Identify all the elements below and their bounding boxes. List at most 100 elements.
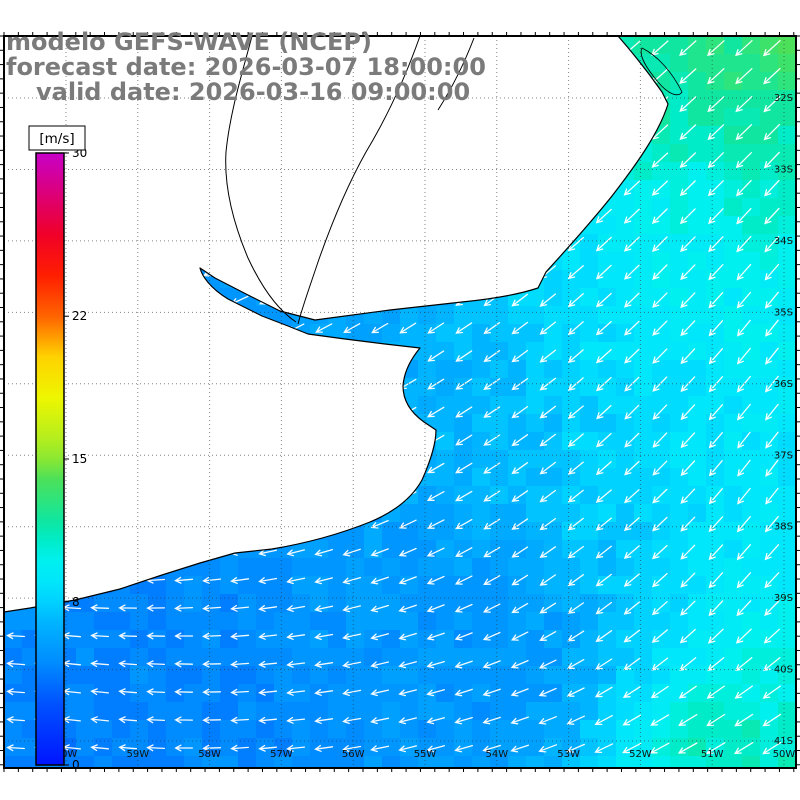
lat-label: 35S (774, 307, 793, 318)
wind-arrow (454, 490, 473, 502)
wind-arrow (679, 180, 696, 197)
wind-arrow (6, 632, 26, 640)
wind-arrow (398, 632, 417, 641)
wind-arrow (595, 208, 612, 224)
wind-arrow (343, 323, 361, 333)
lon-label: 58W (198, 749, 221, 760)
wind-arrow (455, 518, 473, 530)
wind-arrow (708, 292, 724, 309)
latlon-gridlines (4, 36, 796, 768)
wind-arrow (680, 460, 696, 476)
wind-arrow (118, 660, 138, 668)
wind-arrow (511, 546, 529, 558)
wind-arrow (595, 320, 612, 336)
wind-arrow (539, 602, 557, 614)
wind-arrow (763, 151, 780, 169)
wind-arrow (398, 745, 418, 753)
wind-arrow (398, 661, 418, 669)
wind-arrow (735, 124, 753, 141)
wind-arrow (652, 236, 668, 252)
lat-label: 41S (774, 736, 793, 747)
wind-arrow (258, 549, 278, 557)
wind-arrow (651, 544, 668, 560)
wind-arrow (398, 547, 417, 557)
wind-arrow (314, 548, 334, 557)
wind-arrow (426, 632, 445, 641)
wind-arrow (174, 604, 194, 612)
wind-arrow (398, 519, 417, 529)
wind-arrow (286, 744, 306, 752)
wind-arrow (680, 600, 696, 616)
wind-arrow (118, 744, 138, 752)
wind-arrow (623, 545, 640, 559)
wind-arrow (258, 744, 278, 752)
wind-arrow (454, 575, 473, 585)
wind-arrow (174, 716, 194, 724)
wind-arrow (708, 236, 724, 253)
river (225, 35, 297, 323)
wind-arrow (567, 349, 584, 363)
wind-arrow (763, 67, 781, 85)
wind-arrow (230, 577, 250, 584)
wind-arrow (427, 350, 445, 362)
wind-arrow (678, 714, 698, 727)
wind-arrow (595, 517, 612, 531)
wind-arrow (146, 716, 166, 724)
wind-arrow (230, 716, 250, 724)
wind-arrow (567, 293, 584, 308)
lat-label: 37S (774, 450, 793, 461)
wind-arrow (286, 549, 306, 557)
wind-arrow (652, 320, 668, 336)
wind-arrow (286, 577, 306, 585)
wind-arrow (762, 39, 781, 57)
wind-arrow (258, 632, 278, 640)
wind-arrow (174, 576, 194, 584)
wind-arrow (595, 630, 613, 643)
wind-arrow (624, 460, 640, 476)
wind-arrow (736, 235, 752, 253)
wind-arrow (482, 603, 501, 613)
wind-arrow (737, 459, 751, 477)
wind-arrow (370, 576, 389, 585)
coastline (3, 35, 669, 613)
wind-arrow (483, 575, 501, 585)
wind-arrow (707, 152, 724, 169)
colorbar-tick-label: 0 (72, 758, 80, 772)
wind-arrow (482, 716, 501, 725)
wind-arrow (679, 96, 697, 113)
wind-arrow (764, 207, 780, 225)
wind-arrow (680, 264, 696, 281)
wind-arrow (649, 742, 670, 754)
wind-arrow (90, 744, 110, 752)
wind-arrow (652, 292, 668, 308)
wind-arrow (567, 236, 584, 252)
wind-arrow (427, 322, 445, 334)
wind-arrow (511, 602, 529, 614)
wind-arrow (736, 207, 752, 225)
wind-arrow (736, 572, 752, 589)
wind-arrow (314, 716, 334, 724)
wind-arrow (764, 291, 779, 309)
lat-label: 38S (774, 522, 793, 533)
wind-arrow (286, 605, 306, 613)
colorbar-tick-label: 8 (72, 595, 80, 609)
wind-arrow (595, 573, 612, 587)
wind-arrow (594, 743, 614, 754)
wind-arrow (567, 602, 585, 614)
wind-arrow (510, 631, 529, 641)
lon-label: 53W (557, 749, 580, 760)
river (437, 37, 475, 111)
wind-arrow (735, 179, 752, 197)
lon-label: 59W (126, 749, 149, 760)
wind-arrow (6, 744, 26, 752)
wind-arrow (398, 576, 417, 585)
wind-arrow (762, 713, 782, 727)
wind-arrow (623, 489, 640, 504)
wind-arrow (539, 321, 557, 335)
wind-arrow (454, 632, 473, 641)
wind-arrow (342, 633, 362, 641)
wind-arrow (370, 633, 390, 641)
wind-arrow (511, 405, 529, 419)
wind-arrow (511, 434, 529, 447)
wind-arrow (762, 685, 781, 699)
